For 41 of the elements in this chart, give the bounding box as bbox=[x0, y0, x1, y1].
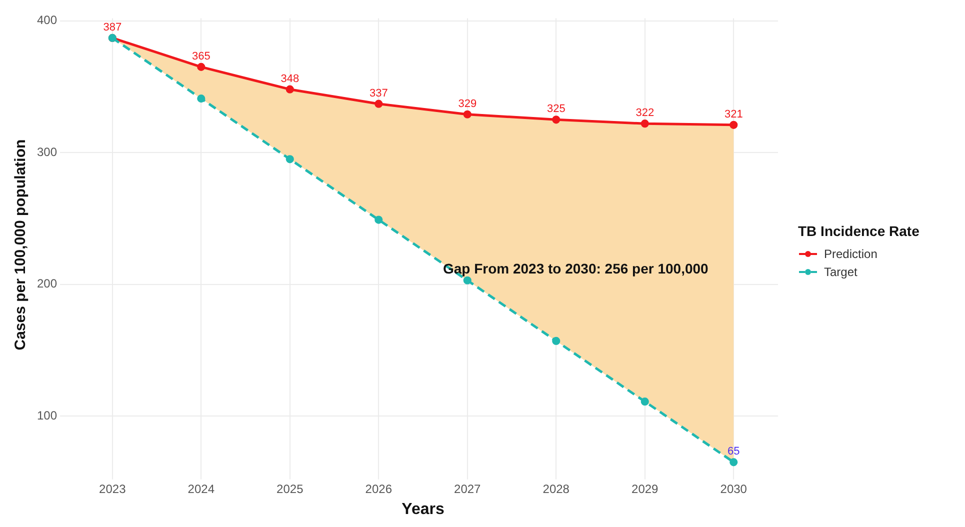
data-label: 321 bbox=[724, 108, 743, 120]
y-axis-title: Cases per 100,000 population bbox=[12, 139, 30, 350]
point bbox=[640, 398, 649, 406]
x-tick-label: 2028 bbox=[542, 482, 570, 496]
point bbox=[463, 110, 472, 118]
point bbox=[463, 276, 472, 284]
y-tick-label: 300 bbox=[36, 144, 58, 159]
x-tick-label: 2030 bbox=[720, 482, 748, 496]
data-label: 337 bbox=[369, 87, 388, 100]
legend-title: TB Incidence Rate bbox=[798, 223, 920, 239]
data-label: 348 bbox=[280, 72, 300, 85]
x-tick-label: 2024 bbox=[188, 482, 215, 496]
x-tick-label: 2025 bbox=[276, 482, 304, 496]
point bbox=[552, 336, 560, 346]
x-axis-title: Years bbox=[402, 500, 444, 518]
point bbox=[286, 85, 294, 94]
point bbox=[197, 62, 206, 71]
data-label: 365 bbox=[192, 50, 210, 62]
x-tick-label: 2029 bbox=[632, 482, 659, 496]
y-tick-label: 200 bbox=[36, 276, 58, 291]
x-tick-label: 2026 bbox=[365, 482, 392, 496]
x-tick-label: 2027 bbox=[454, 482, 482, 496]
point bbox=[374, 100, 383, 108]
annotation: Gap From 2023 to 2030: 256 per 100,000 bbox=[442, 260, 709, 277]
data-label: 329 bbox=[458, 98, 477, 110]
point bbox=[286, 155, 294, 164]
data-label: 65 bbox=[728, 446, 740, 458]
y-tick-label: 100 bbox=[36, 408, 58, 422]
y-tick-label: 400 bbox=[36, 13, 58, 28]
data-label: 325 bbox=[546, 103, 566, 116]
point bbox=[730, 458, 738, 466]
point bbox=[640, 120, 649, 128]
data-label: 387 bbox=[103, 21, 122, 34]
point bbox=[730, 120, 738, 129]
legend-label: Target bbox=[824, 265, 858, 279]
point bbox=[197, 94, 206, 103]
point bbox=[374, 216, 383, 224]
data-label: 322 bbox=[636, 107, 654, 120]
legend-label: Prediction bbox=[824, 247, 878, 261]
x-tick-label: 2023 bbox=[99, 482, 126, 496]
point bbox=[552, 116, 560, 124]
